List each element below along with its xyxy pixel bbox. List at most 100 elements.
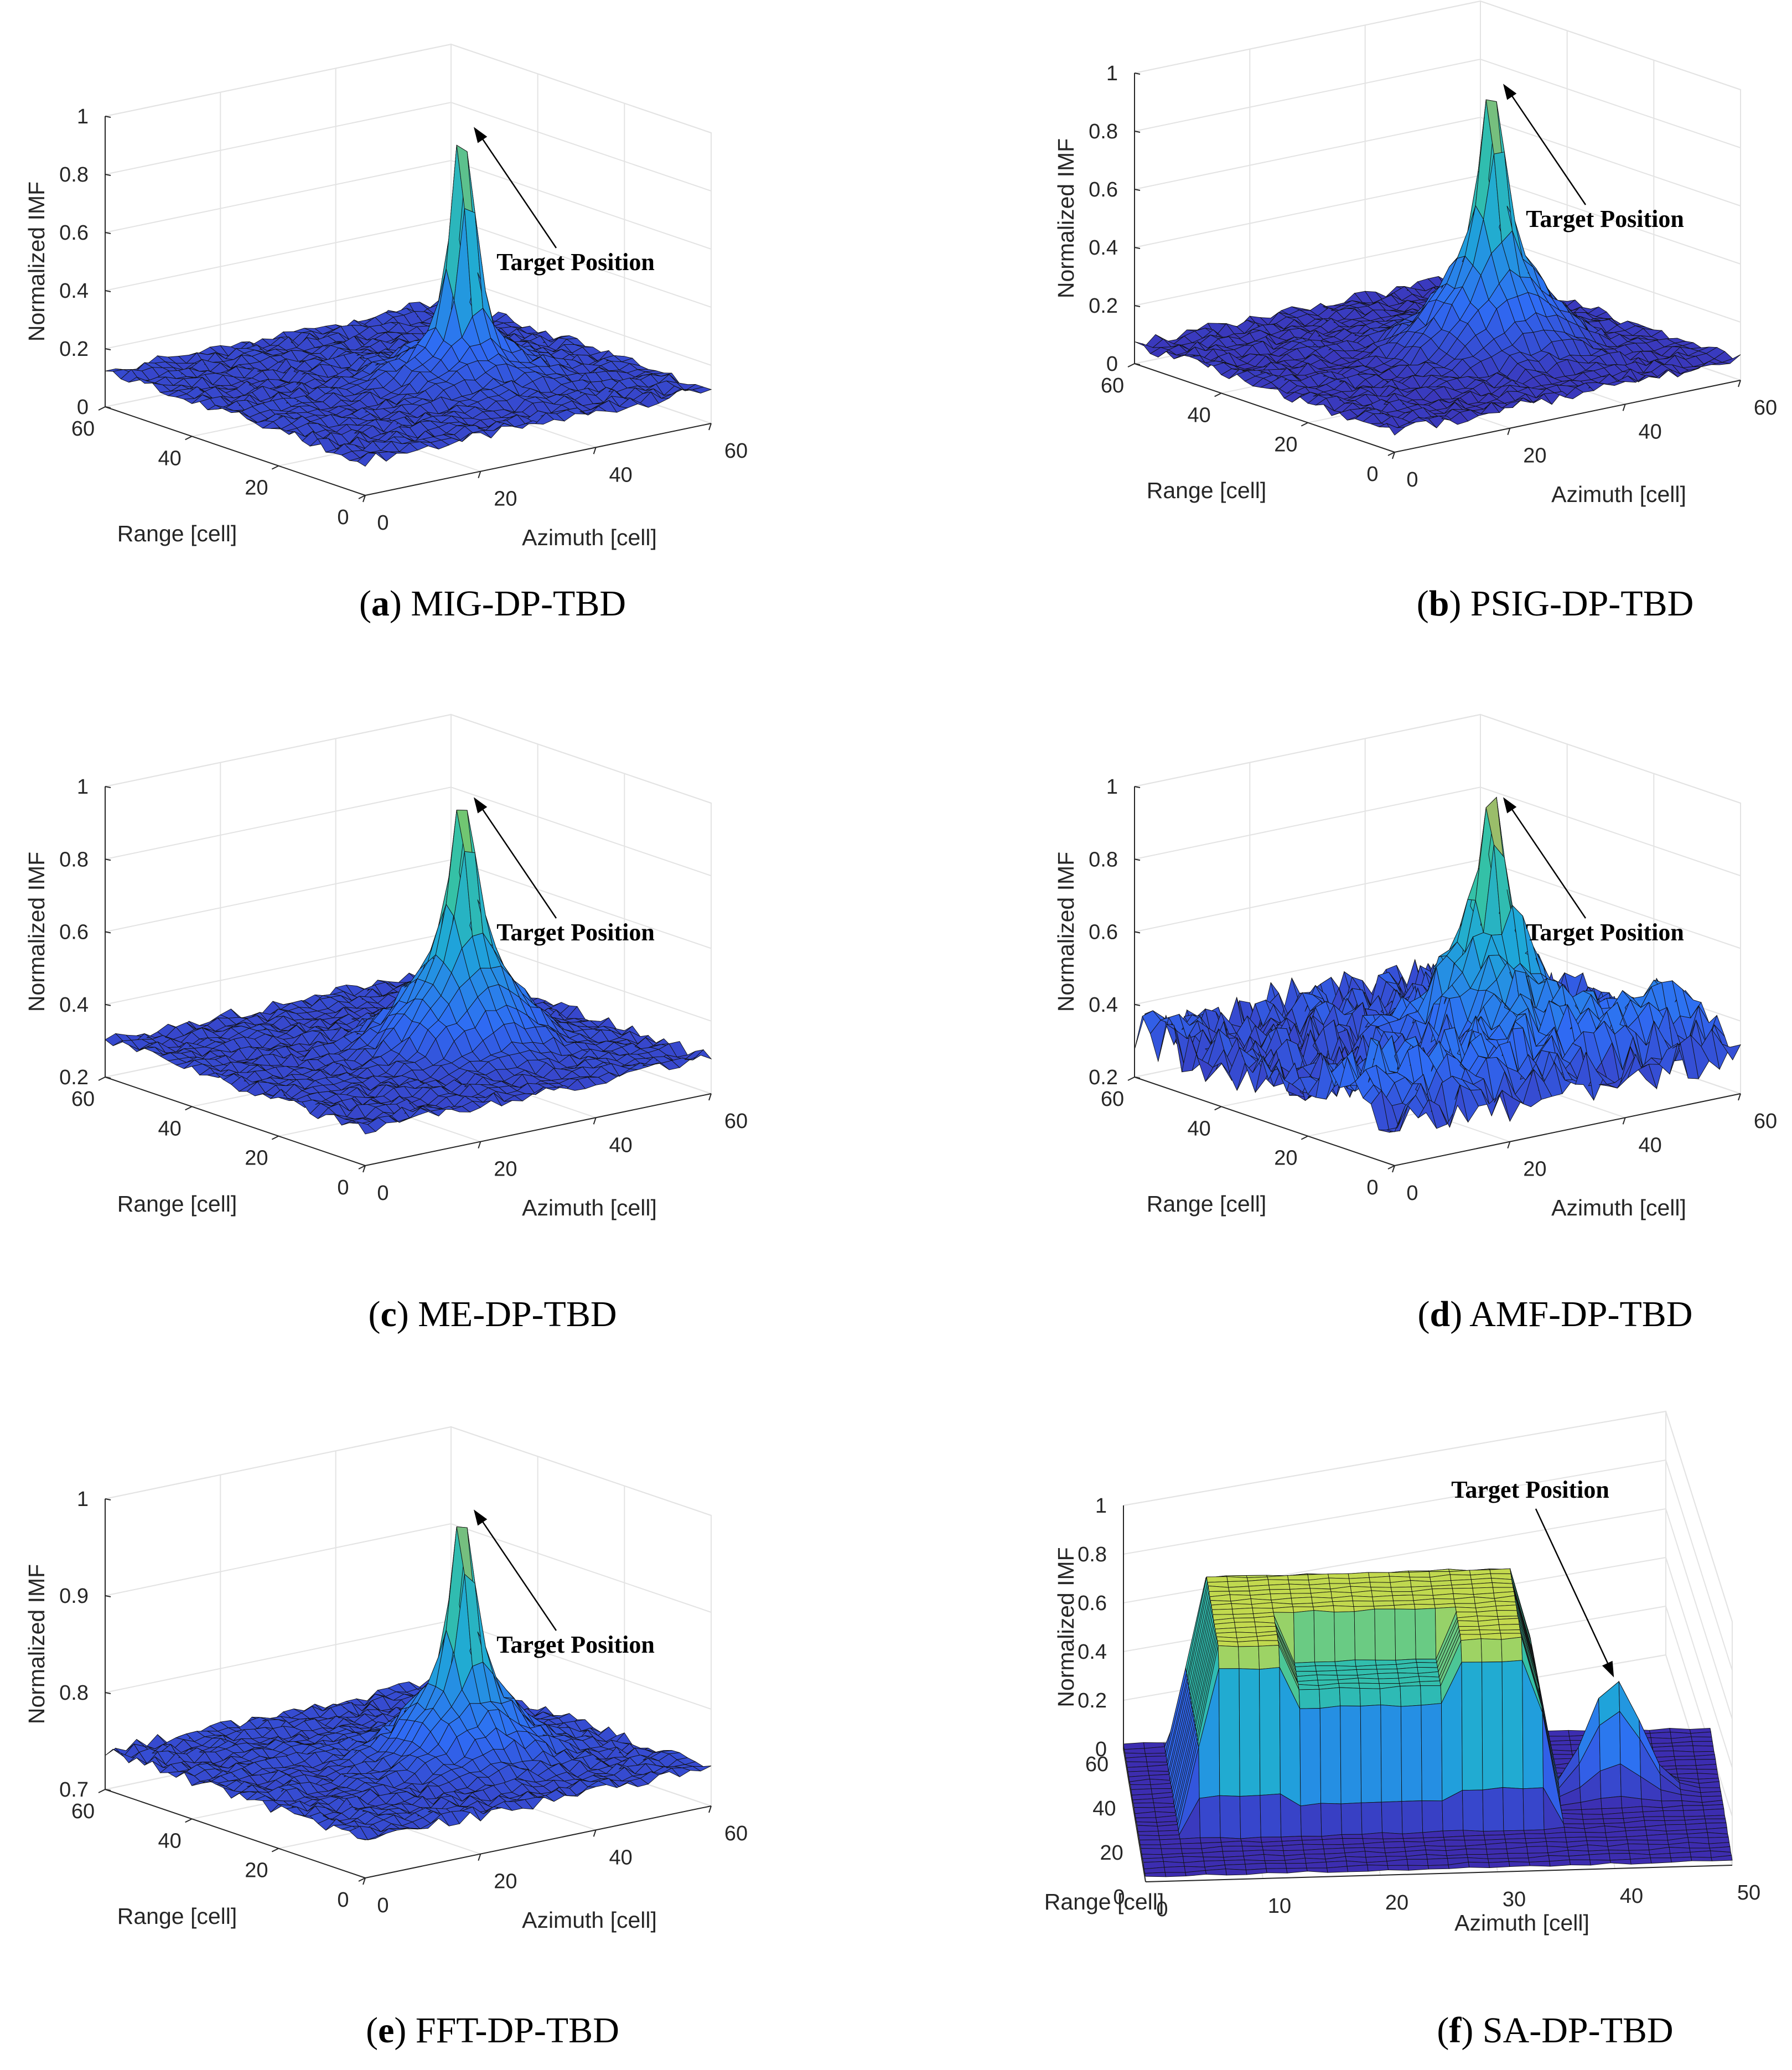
z-tick-label: 0.2: [1078, 1689, 1107, 1712]
z-tick-label: 0.8: [59, 848, 89, 871]
range-tick-label: 40: [158, 447, 182, 470]
azimuth-axis-label: Azimuth [cell]: [1454, 1910, 1589, 1936]
z-axis-label: Normalized IMF: [24, 182, 49, 341]
z-axis-label: Normalized IMF: [1053, 138, 1079, 298]
caption-title: ME-DP-TBD: [418, 1294, 617, 1334]
annotation-arrow: [474, 127, 488, 143]
caption-title: SA-DP-TBD: [1483, 2010, 1674, 2051]
chart-panel-d: 0.2 0.4 0.6 0.8 1 0 20 40 60 0 20 40 60 Normalized IM…: [1053, 713, 1777, 1220]
range-tick-label: 0: [337, 1176, 349, 1199]
caption-letter: b: [1429, 583, 1449, 624]
z-tick-label: 0: [77, 396, 89, 419]
range-tick-label: 0: [337, 1888, 349, 1912]
surface-e: [105, 1526, 712, 1840]
target-position-label: Target Position: [1526, 205, 1684, 232]
caption-letter: f: [1449, 2010, 1462, 2051]
range-tick-label: 60: [71, 1800, 95, 1823]
caption-title: MIG-DP-TBD: [411, 583, 626, 624]
surface-a: [105, 144, 712, 467]
range-tick-label: 0: [337, 506, 349, 529]
azimuth-tick-label: 40: [609, 463, 633, 487]
z-tick-label: 0.8: [59, 1681, 89, 1705]
z-tick-label: 0.7: [59, 1778, 89, 1802]
z-tick-label: 0.4: [59, 280, 89, 303]
annotation-arrow: [474, 797, 488, 814]
azimuth-tick-label: 20: [1385, 1891, 1408, 1914]
azimuth-tick-label: 40: [609, 1134, 633, 1157]
z-tick-label: 0.8: [1089, 848, 1118, 871]
caption-letter: a: [371, 583, 390, 624]
range-tick-label: 60: [71, 417, 95, 441]
azimuth-tick-label: 10: [1268, 1895, 1291, 1918]
azimuth-tick-label: 60: [1754, 1110, 1777, 1133]
caption-b: (b) PSIG-DP-TBD: [1417, 583, 1694, 624]
target-position-label: Target Position: [1451, 1476, 1609, 1503]
caption-letter: d: [1430, 1294, 1451, 1334]
caption-title: PSIG-DP-TBD: [1470, 583, 1693, 624]
range-tick-label: 40: [1188, 403, 1211, 427]
azimuth-tick-label: 0: [1406, 1182, 1418, 1205]
z-tick-label: 0.6: [1089, 178, 1118, 201]
azimuth-tick-label: 60: [1754, 396, 1777, 420]
range-tick-label: 60: [1101, 374, 1124, 397]
z-tick-label: 0.8: [1089, 120, 1118, 143]
z-tick-label: 1: [1106, 62, 1118, 85]
azimuth-tick-label: 0: [1406, 468, 1418, 491]
z-tick-label: 1: [77, 1488, 89, 1511]
annotation-arrow: [1602, 1660, 1614, 1678]
z-tick-label: 1: [1095, 1494, 1107, 1518]
caption-title: AMF-DP-TBD: [1469, 1294, 1692, 1334]
annotation-arrow: [1503, 84, 1517, 100]
z-axis-label: Normalized IMF: [1053, 1547, 1079, 1707]
azimuth-tick-label: 0: [377, 511, 389, 535]
annotation-arrow: [474, 1509, 488, 1526]
surface-c: [105, 810, 712, 1135]
z-tick-label: 0: [1106, 353, 1118, 376]
azimuth-tick-label: 0: [1156, 1898, 1168, 1921]
z-tick-label: 0.6: [1078, 1592, 1107, 1615]
z-tick-label: 0.2: [59, 1066, 89, 1089]
z-tick-label: 0: [1095, 1738, 1107, 1761]
range-axis-label: Range [cell]: [117, 1903, 237, 1929]
z-tick-label: 1: [77, 775, 89, 799]
z-tick-label: 0.2: [1089, 1066, 1118, 1089]
target-position-label: Target Position: [1526, 919, 1684, 946]
chart-panel-e: 0.7 0.8 0.9 1 0 20 40 60 0 20 40 60 Normalized IMF Az…: [24, 1426, 748, 1933]
azimuth-tick-label: 40: [609, 1846, 633, 1869]
azimuth-tick-label: 20: [494, 1158, 517, 1181]
target-position-label: Target Position: [496, 1631, 655, 1658]
range-tick-label: 60: [1085, 1753, 1109, 1776]
range-tick-label: 60: [71, 1088, 95, 1111]
azimuth-axis-label: Azimuth [cell]: [1551, 482, 1686, 507]
caption-e: (e) FFT-DP-TBD: [366, 2010, 619, 2051]
surface-b: [1134, 99, 1741, 436]
azimuth-tick-label: 60: [724, 1110, 748, 1133]
azimuth-tick-label: 40: [1620, 1885, 1643, 1908]
range-tick-label: 0: [1113, 1886, 1125, 1909]
z-axis-label: Normalized IMF: [24, 852, 49, 1012]
azimuth-tick-label: 40: [1639, 1134, 1662, 1157]
z-tick-label: 1: [77, 105, 89, 128]
range-tick-label: 20: [245, 1147, 268, 1170]
azimuth-axis-label: Azimuth [cell]: [522, 1907, 657, 1933]
azimuth-tick-label: 0: [377, 1182, 389, 1205]
range-tick-label: 20: [1274, 1147, 1297, 1170]
caption-c: (c) ME-DP-TBD: [368, 1294, 617, 1334]
range-axis-label: Range [cell]: [1147, 478, 1267, 503]
z-tick-label: 0.4: [59, 993, 89, 1017]
azimuth-tick-label: 50: [1737, 1881, 1760, 1905]
z-axis-label: Normalized IMF: [24, 1564, 49, 1724]
range-tick-label: 40: [158, 1117, 182, 1140]
z-tick-label: 0.6: [59, 221, 89, 245]
z-tick-label: 1: [1106, 775, 1118, 799]
azimuth-tick-label: 0: [377, 1894, 389, 1917]
caption-letter: c: [380, 1294, 396, 1334]
caption-letter: e: [378, 2010, 394, 2051]
caption-f: (f) SA-DP-TBD: [1437, 2010, 1673, 2051]
surface-d: [1134, 796, 1741, 1133]
target-position-label: Target Position: [496, 919, 655, 946]
range-axis-label: Range [cell]: [117, 1191, 237, 1217]
